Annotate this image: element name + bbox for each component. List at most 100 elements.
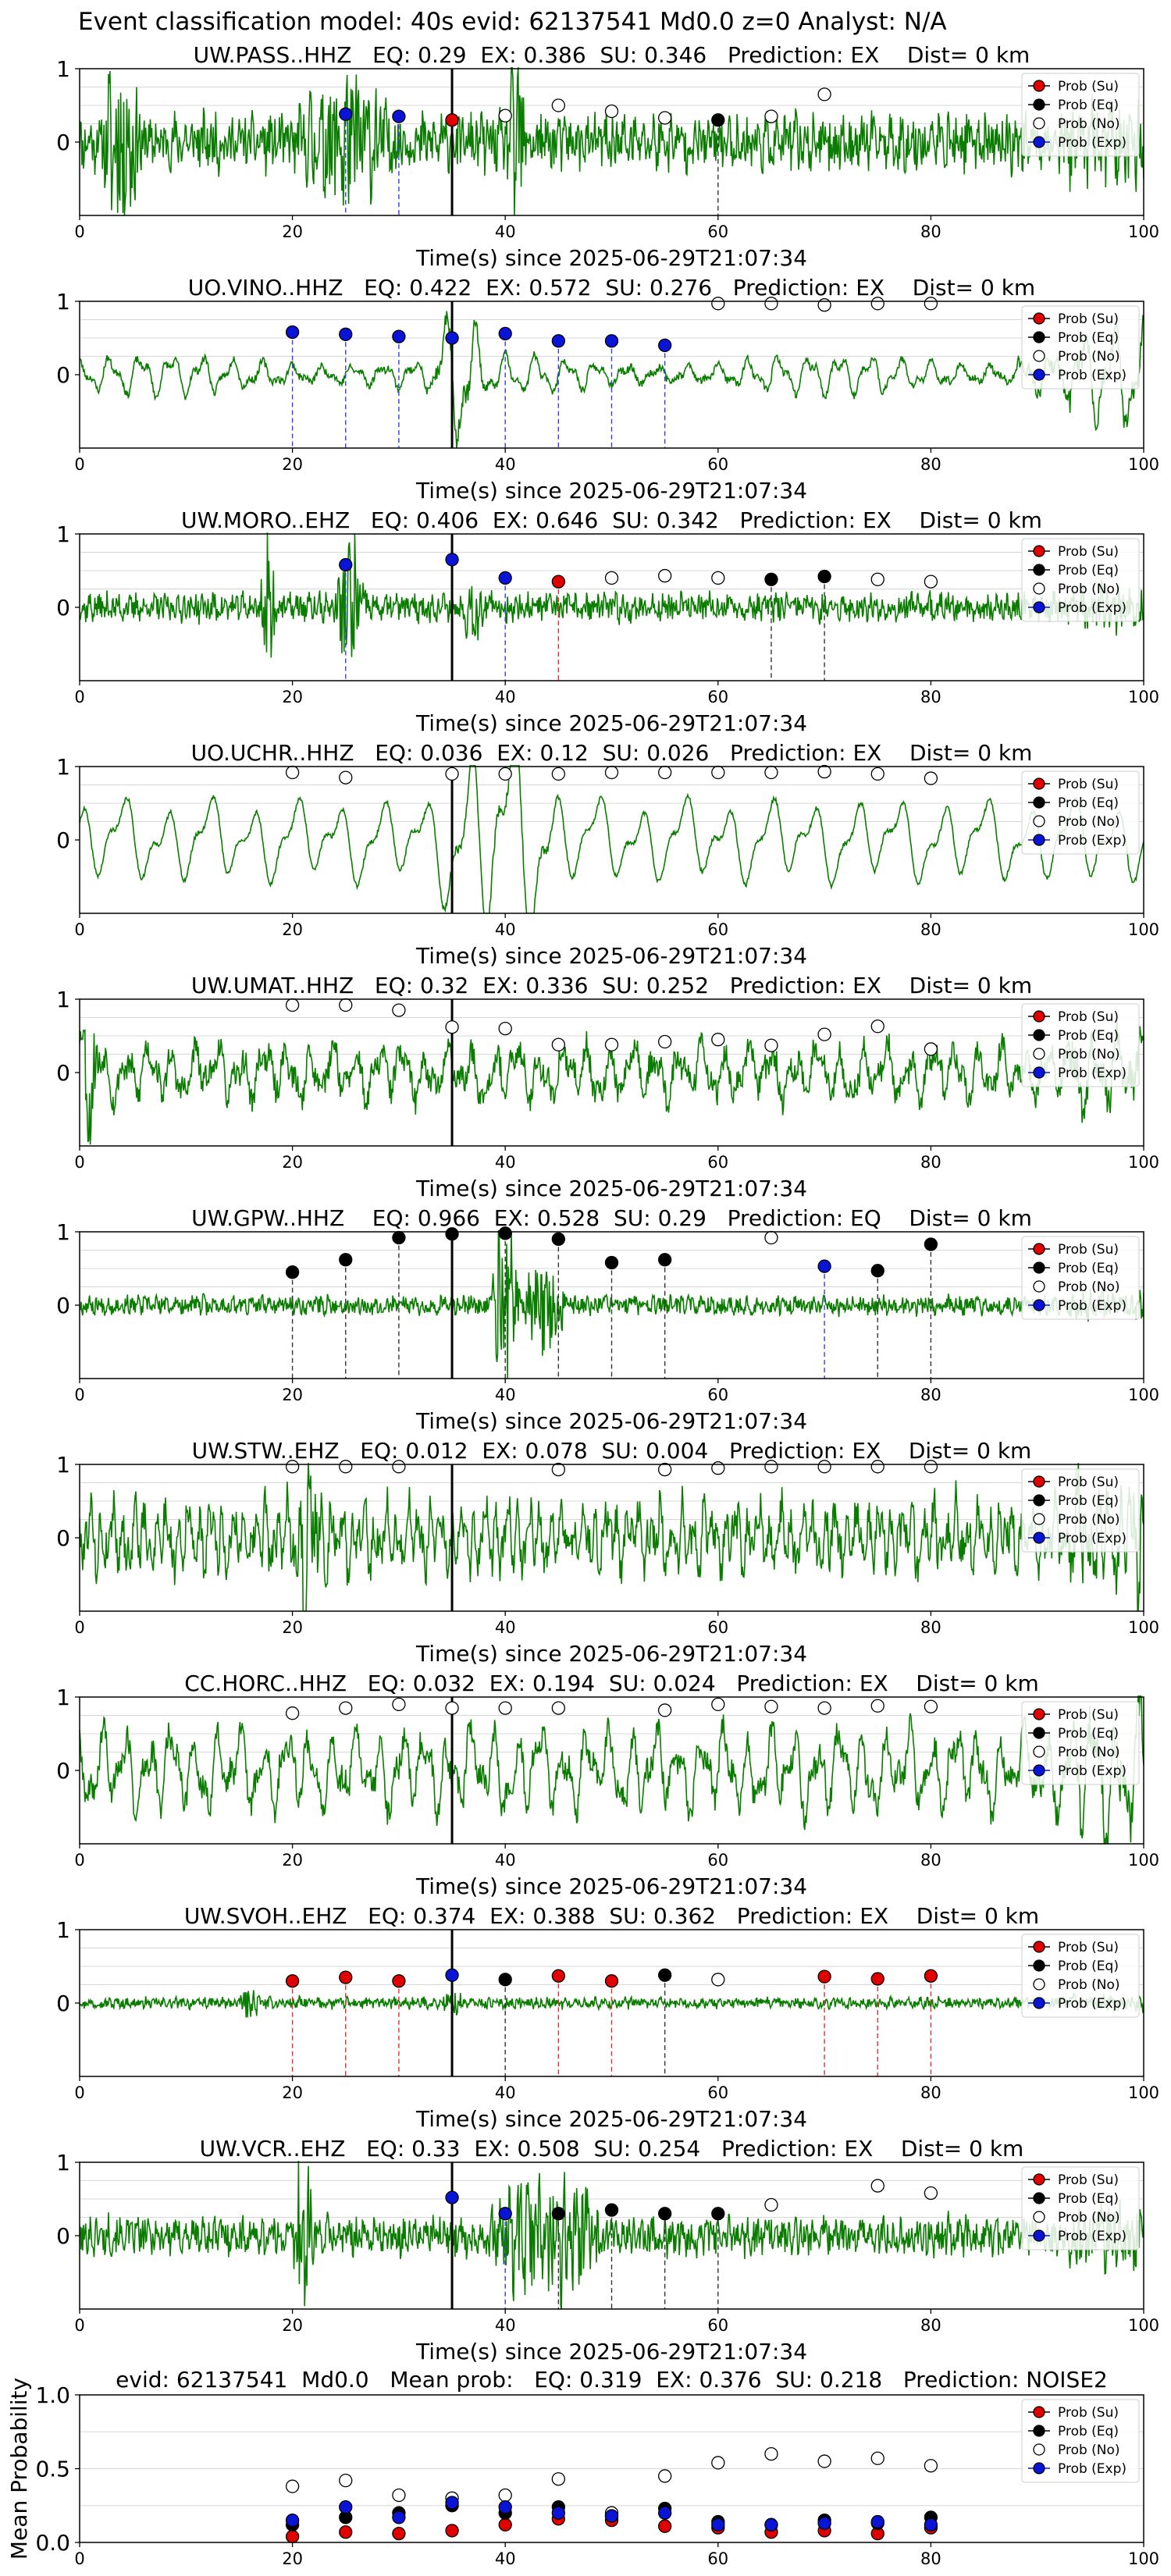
x-tick-label: 0 <box>74 1386 84 1404</box>
y-tick-label: 1 <box>56 1219 70 1245</box>
x-tick-label: 80 <box>920 1851 941 1870</box>
y-tick-label: 0 <box>56 130 70 155</box>
x-tick-label: 20 <box>282 2549 303 2568</box>
prob-point-su <box>285 1974 300 1988</box>
prob-point-eq <box>551 1232 565 1247</box>
prob-point-no <box>817 87 831 101</box>
prob-point-no <box>604 571 619 585</box>
prob-point-no <box>551 767 565 781</box>
waveform-trace <box>80 67 1144 215</box>
prob-point-no <box>711 297 725 311</box>
mean-point-exp <box>498 2500 512 2514</box>
prob-point-su <box>551 575 565 589</box>
prob-point-no <box>924 575 938 589</box>
x-tick-label: 100 <box>1128 688 1159 706</box>
prob-point-eq <box>285 1265 300 1279</box>
prob-point-no <box>870 572 884 586</box>
x-tick-label: 20 <box>282 2083 303 2102</box>
legend-label-no: Prob (No) <box>1058 2210 1120 2226</box>
legend-box <box>1021 538 1140 622</box>
panel-title: UW.SVOH..EHZ EQ: 0.374 EX: 0.388 SU: 0.3… <box>184 1903 1039 1929</box>
x-axis-label: Time(s) since 2025-06-29T21:07:34 <box>415 1873 807 1899</box>
y-tick-label: 1 <box>56 754 70 780</box>
legend-label-no: Prob (No) <box>1058 582 1120 597</box>
legend-label-su: Prob (Su) <box>1058 1707 1119 1723</box>
x-tick-label: 60 <box>707 455 728 474</box>
mean-point-exp <box>658 2506 672 2520</box>
prob-point-no <box>339 770 353 785</box>
prob-point-no <box>392 1697 406 1712</box>
x-tick-label: 60 <box>707 1618 728 1637</box>
legend-label-eq: Prob (Eq) <box>1058 330 1119 346</box>
prob-point-no <box>604 765 619 780</box>
legend-marker-su <box>1033 1708 1045 1720</box>
prob-point-eq <box>817 569 831 584</box>
legend-marker-su <box>1033 545 1045 557</box>
mean-point-su <box>285 2529 300 2544</box>
prob-point-no <box>551 98 565 112</box>
prob-point-eq <box>339 1253 353 1267</box>
y-tick-label: 0 <box>56 595 70 621</box>
prob-point-no <box>445 1020 459 1034</box>
x-tick-label: 60 <box>707 2083 728 2102</box>
legend-label-su: Prob (Su) <box>1058 1242 1119 1258</box>
mean-point-su <box>445 2524 459 2538</box>
x-tick-label: 80 <box>920 920 941 939</box>
mean-point-exp <box>870 2514 884 2529</box>
legend-marker-eq <box>1033 796 1045 809</box>
prob-point-su <box>392 1974 406 1988</box>
prob-point-no <box>924 2186 938 2201</box>
prob-point-no <box>870 297 884 311</box>
prob-point-no <box>658 1034 672 1049</box>
panel-title: UW.PASS..HHZ EQ: 0.29 EX: 0.386 SU: 0.34… <box>194 42 1030 68</box>
prob-point-no <box>764 1038 778 1052</box>
legend-marker-no <box>1033 1513 1045 1525</box>
legend-marker-exp <box>1033 2229 1045 2242</box>
legend-label-exp: Prob (Exp) <box>1058 1996 1127 2012</box>
plot-frame <box>79 766 1144 914</box>
prob-point-su <box>339 1970 353 1984</box>
x-axis-label: Time(s) since 2025-06-29T21:07:34 <box>415 478 807 503</box>
x-tick-label: 60 <box>707 1386 728 1404</box>
legend-label-no: Prob (No) <box>1058 116 1120 132</box>
panel-title: UO.UCHR..HHZ EQ: 0.036 EX: 0.12 SU: 0.02… <box>191 740 1033 766</box>
panel-title: evid: 62137541 Md0.0 Mean prob: EQ: 0.31… <box>116 2367 1108 2393</box>
x-tick-label: 100 <box>1128 1386 1159 1404</box>
prob-point-eq <box>764 572 778 586</box>
legend-marker-eq <box>1033 564 1045 576</box>
x-tick-label: 60 <box>707 688 728 706</box>
prob-point-no <box>498 767 512 781</box>
legend-label-no: Prob (No) <box>1058 814 1120 830</box>
prob-point-exp <box>498 326 512 341</box>
legend-marker-exp <box>1033 1997 1045 2009</box>
legend-label-no: Prob (No) <box>1058 1745 1120 1760</box>
prob-point-no <box>817 1701 831 1715</box>
prob-point-no <box>604 104 619 119</box>
legend-marker-eq <box>1033 1029 1045 1041</box>
legend-marker-exp <box>1033 368 1045 381</box>
y-tick-label: 1 <box>56 521 70 547</box>
waveform-trace <box>80 1463 1144 1611</box>
legend-marker-no <box>1033 582 1045 595</box>
prob-point-exp <box>392 329 406 343</box>
y-tick-label: 0 <box>56 1758 70 1784</box>
prob-point-no <box>870 767 884 781</box>
legend-label-no: Prob (No) <box>1058 1047 1120 1062</box>
mean-point-no <box>924 2459 938 2473</box>
legend-marker-exp <box>1033 1299 1045 1311</box>
legend-label-su: Prob (Su) <box>1058 1009 1119 1025</box>
prob-point-no <box>658 111 672 125</box>
prob-point-exp <box>445 331 459 345</box>
x-tick-label: 80 <box>920 222 941 241</box>
prob-point-no <box>817 298 831 312</box>
x-tick-label: 0 <box>74 688 84 706</box>
legend-label-exp: Prob (Exp) <box>1058 833 1127 849</box>
mean-point-no <box>285 2479 300 2493</box>
legend-label-no: Prob (No) <box>1058 349 1120 365</box>
legend-box <box>1021 305 1140 390</box>
prob-point-no <box>764 765 778 780</box>
y-tick-label: 0 <box>56 362 70 388</box>
